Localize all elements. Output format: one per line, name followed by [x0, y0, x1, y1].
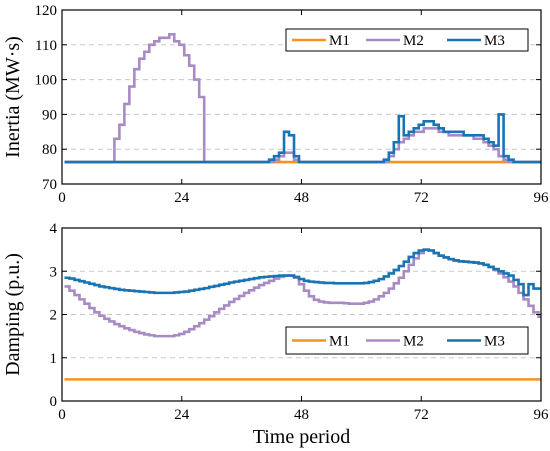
x-axis-label: Time period	[253, 426, 351, 448]
x-tick-label: 0	[58, 190, 66, 206]
x-tick-label: 48	[294, 190, 309, 206]
damping-legend: M1 M2 M3	[285, 326, 529, 355]
x-tick-label: 48	[294, 407, 309, 423]
legend-label-m2: M2	[403, 334, 424, 350]
y-tick-label: 90	[42, 107, 57, 123]
legend-label-m2: M2	[403, 33, 424, 49]
legend-label-m3: M3	[484, 33, 505, 49]
x-tick-label: 96	[534, 190, 550, 206]
y-tick-label: 80	[42, 142, 57, 158]
inertia-legend: M1 M2 M3	[285, 28, 529, 52]
y-tick-label: 1	[50, 351, 58, 367]
x-tick-label: 96	[534, 407, 550, 423]
y-tick-label: 110	[35, 38, 57, 54]
y-tick-label: 2	[50, 308, 58, 324]
x-tick-label: 0	[58, 407, 66, 423]
series-line-m3	[64, 248, 541, 297]
legend-box	[285, 28, 529, 52]
x-tick-label: 24	[174, 190, 190, 206]
y-tick-label: 4	[50, 221, 58, 237]
legend-box	[285, 326, 529, 355]
y-tick-label: 120	[35, 3, 58, 19]
x-tick-label: 72	[414, 407, 429, 423]
y-axis-label: Inertia (MW·s)	[2, 36, 24, 158]
y-tick-label: 3	[50, 264, 58, 280]
damping-panel: 0 24 48 72 96 0 1 2 3 4 Damping (p.u.) Time period M…	[2, 221, 549, 448]
legend-label-m1: M1	[329, 33, 350, 49]
series-line-m3	[64, 113, 541, 164]
y-tick-label: 100	[35, 73, 58, 89]
legend-label-m1: M1	[329, 334, 350, 350]
x-tick-label: 24	[174, 407, 190, 423]
y-axis-label: Damping (p.u.)	[2, 253, 24, 376]
inertia-panel: 0 24 48 72 96 70 80 90 100 110 120 Inertia (MW·s) M1…	[2, 3, 549, 206]
y-tick-label: 70	[42, 177, 57, 193]
legend-label-m3: M3	[484, 334, 505, 350]
x-tick-label: 72	[414, 190, 429, 206]
y-tick-label: 0	[50, 394, 58, 410]
series-line-m2	[64, 33, 541, 164]
